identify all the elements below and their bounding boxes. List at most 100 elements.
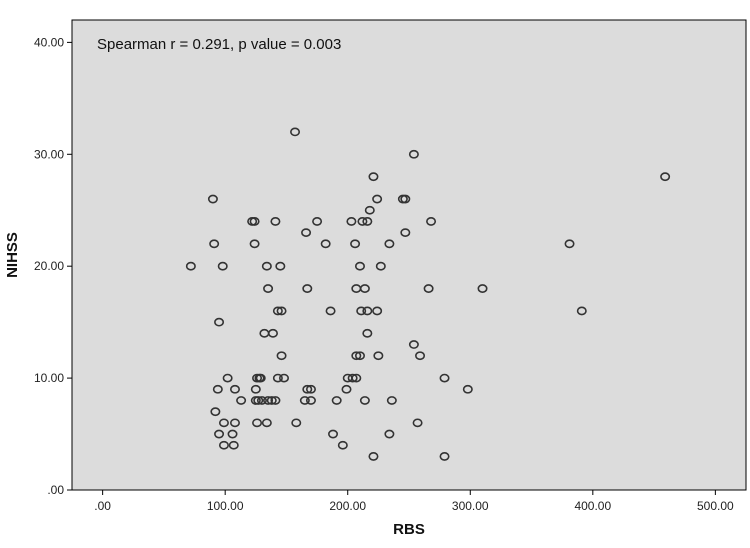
data-point (312, 217, 323, 226)
data-point (222, 373, 233, 383)
data-point (368, 452, 379, 461)
data-point (359, 284, 370, 293)
data-point (354, 261, 365, 271)
x-tick-label: .00 (94, 499, 111, 513)
data-point (328, 429, 339, 439)
data-point (261, 261, 272, 271)
data-point (415, 351, 426, 361)
data-point (275, 261, 286, 271)
x-tick-label: 200.00 (329, 499, 366, 513)
data-point (325, 306, 336, 316)
data-point (210, 407, 221, 417)
data-point (477, 284, 488, 293)
data-point (372, 306, 383, 316)
x-tick-label: 300.00 (452, 499, 489, 513)
data-point (250, 384, 261, 394)
data-point (373, 351, 384, 361)
data-point (364, 205, 375, 215)
data-point (341, 384, 352, 394)
data-point (362, 217, 373, 226)
data-point (261, 418, 272, 428)
data-point (350, 239, 361, 249)
data-point (384, 239, 395, 249)
data-point (351, 373, 362, 383)
data-point (263, 284, 274, 293)
data-point (302, 384, 313, 394)
x-axis-ticks: .00 100.00 200.00 300.00 400.00 500.00 (94, 490, 734, 513)
data-point (291, 418, 302, 428)
data-point (408, 149, 419, 159)
data-point (214, 317, 225, 327)
data-point (357, 217, 368, 226)
data-point (207, 194, 218, 204)
data-point (236, 396, 247, 405)
y-axis-title: NIHSS (4, 232, 21, 278)
data-point (214, 429, 225, 439)
data-point (375, 261, 386, 271)
data-point (212, 384, 223, 394)
x-tick-label: 400.00 (574, 499, 611, 513)
data-point (660, 172, 671, 182)
data-point (439, 452, 450, 461)
data-point (249, 239, 260, 249)
data-point (305, 396, 316, 405)
data-point (228, 440, 239, 450)
data-point (218, 418, 229, 428)
data-point (368, 172, 379, 182)
data-point (347, 373, 358, 383)
data-point (337, 440, 348, 450)
data-point (279, 373, 290, 383)
data-point (408, 340, 419, 349)
data-point (564, 239, 575, 249)
plot-area (71, 19, 747, 491)
data-point (331, 396, 342, 405)
data-point (351, 351, 362, 361)
y-tick-label: 30.00 (34, 147, 64, 161)
data-point (276, 351, 287, 361)
data-point (299, 396, 310, 405)
data-point (305, 384, 316, 394)
data-point (272, 373, 283, 383)
data-point (301, 228, 312, 238)
data-point (426, 217, 437, 226)
data-point (229, 418, 240, 428)
data-point (423, 284, 434, 293)
data-point (266, 396, 277, 405)
data-point (255, 373, 266, 383)
data-point (185, 261, 196, 271)
data-point (290, 127, 301, 137)
data-point (359, 396, 370, 405)
data-point (384, 429, 395, 439)
data-point (227, 429, 238, 439)
data-point (439, 373, 450, 383)
data-point (256, 396, 267, 405)
y-axis-ticks: .00 10.00 20.00 30.00 40.00 (34, 35, 72, 497)
data-point (267, 328, 278, 338)
y-tick-label: 10.00 (34, 371, 64, 385)
x-tick-label: 500.00 (697, 499, 734, 513)
data-point (217, 261, 228, 271)
data-point (270, 217, 281, 226)
y-tick-label: 40.00 (34, 35, 64, 49)
data-point (576, 306, 587, 316)
data-point (302, 284, 313, 293)
data-point (253, 396, 264, 405)
data-point (270, 396, 281, 405)
correlation-annotation: Spearman r = 0.291, p value = 0.003 (97, 36, 341, 53)
y-tick-label: .00 (47, 483, 64, 497)
data-point (356, 306, 367, 316)
x-axis-title: RBS (393, 521, 425, 538)
data-point (400, 194, 411, 204)
data-point (249, 217, 260, 226)
data-point (229, 384, 240, 394)
data-point (218, 440, 229, 450)
data-point (276, 306, 287, 316)
data-point (362, 328, 373, 338)
data-point (354, 351, 365, 361)
x-tick-label: 100.00 (207, 499, 244, 513)
data-point (346, 217, 357, 226)
data-points (185, 127, 671, 461)
data-point (362, 306, 373, 316)
data-point (400, 228, 411, 238)
